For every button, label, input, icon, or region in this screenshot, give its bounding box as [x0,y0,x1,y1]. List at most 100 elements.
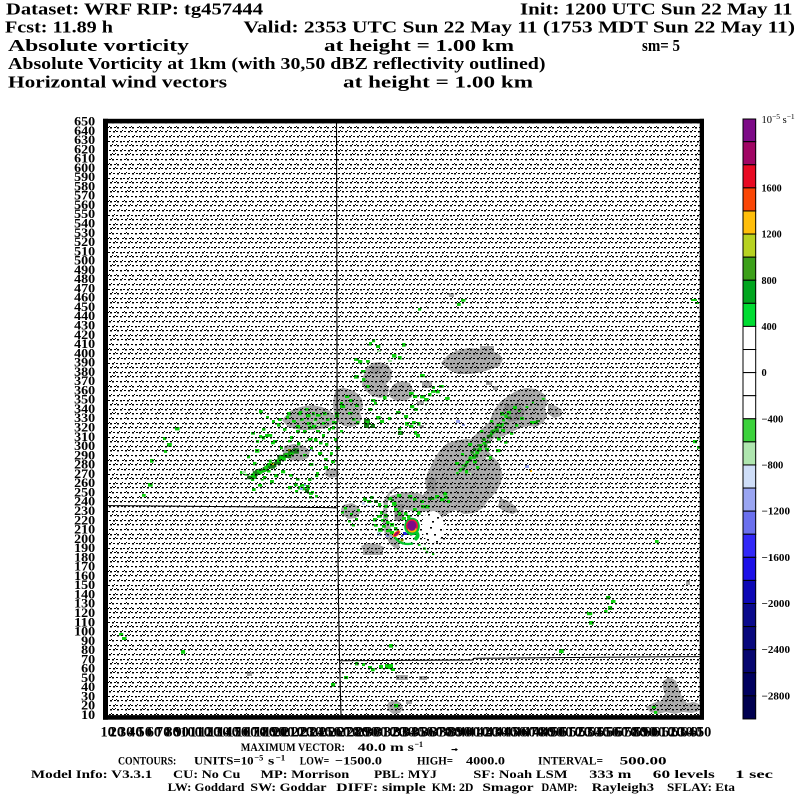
svg-text:460: 460 [514,725,536,741]
svg-text:100: 100 [74,624,95,639]
svg-text:−2400: −2400 [762,645,791,656]
svg-text:490: 490 [74,262,95,277]
svg-text:180: 180 [254,725,276,741]
svg-text:20: 20 [110,725,124,741]
svg-text:0: 0 [762,368,767,379]
svg-text:610: 610 [653,725,675,741]
svg-text:INTERVAL=: INTERVAL= [538,754,603,768]
svg-text:390: 390 [74,355,95,370]
svg-text:130: 130 [208,725,230,741]
svg-text:620: 620 [662,725,684,741]
svg-text:340: 340 [74,401,95,416]
svg-text:590: 590 [74,169,95,184]
svg-text:1 sec: 1 sec [735,767,774,781]
svg-text:630: 630 [74,132,95,147]
svg-text:at height = 1.00 km: at height = 1.00 km [343,72,533,91]
svg-text:KM: 2D: KM: 2D [432,780,474,794]
svg-text:DAMP:: DAMP: [541,780,577,794]
svg-text:LOW=: LOW= [300,754,330,768]
svg-text:330: 330 [393,725,415,741]
svg-text:300: 300 [74,438,95,453]
svg-text:560: 560 [606,725,628,741]
svg-text:160: 160 [236,725,258,741]
svg-text:140: 140 [74,586,95,601]
svg-text:330: 330 [74,410,95,425]
svg-text:PBL: MYJ: PBL: MYJ [374,767,437,781]
svg-text:−800: −800 [762,461,784,472]
svg-text:UNITS=10: UNITS=10 [194,754,254,768]
svg-text:at height = 1.00 km: at height = 1.00 km [324,36,514,55]
svg-text:1200: 1200 [762,230,782,241]
svg-text:220: 220 [291,725,313,741]
svg-text:530: 530 [74,225,95,240]
svg-text:310: 310 [74,429,95,444]
svg-text:−1200: −1200 [762,507,791,518]
svg-text:210: 210 [74,522,95,537]
svg-text:580: 580 [625,725,647,741]
svg-text:200: 200 [74,531,95,546]
svg-text:230: 230 [74,503,95,518]
svg-text:40.0 m s: 40.0 m s [358,740,415,754]
svg-text:50: 50 [81,670,95,685]
svg-text:270: 270 [74,466,95,481]
svg-text:−1600: −1600 [762,553,791,564]
svg-text:490: 490 [542,725,564,741]
svg-text:380: 380 [440,725,462,741]
svg-text:800: 800 [762,276,777,287]
svg-text:150: 150 [227,725,249,741]
svg-text:260: 260 [328,725,350,741]
svg-text:650: 650 [74,114,95,129]
svg-text:480: 480 [532,725,554,741]
svg-text:380: 380 [74,364,95,379]
svg-text:4000.0: 4000.0 [466,754,505,768]
svg-text:190: 190 [74,540,95,555]
svg-text:170: 170 [245,725,267,741]
svg-text:510: 510 [560,725,582,741]
svg-text:Dataset: WRF RIP: tg457444: Dataset: WRF RIP: tg457444 [6,0,264,19]
svg-text:160: 160 [74,568,95,583]
svg-text:470: 470 [523,725,545,741]
svg-text:240: 240 [74,494,95,509]
svg-text:CU: No Cu: CU: No Cu [173,767,241,781]
svg-text:420: 420 [74,327,95,342]
svg-text:Rayleigh3: Rayleigh3 [592,780,654,794]
svg-text:20: 20 [81,698,95,713]
svg-text:450: 450 [74,299,95,314]
svg-text:340: 340 [403,725,425,741]
svg-text:Absolute Vorticity at 1km (wit: Absolute Vorticity at 1km (with 30,50 dB… [8,54,546,73]
svg-text:1600: 1600 [762,184,782,195]
svg-text:420: 420 [477,725,499,741]
svg-text:370: 370 [430,725,452,741]
svg-text:s: s [268,754,275,768]
svg-text:60: 60 [147,725,161,741]
svg-text:130: 130 [74,596,95,611]
svg-text:−1500.0: −1500.0 [335,754,382,768]
svg-text:530: 530 [579,725,601,741]
svg-text:−2000: −2000 [762,599,791,610]
svg-text:−1: −1 [276,753,286,763]
svg-text:70: 70 [81,651,95,666]
svg-text:570: 570 [616,725,638,741]
svg-text:270: 270 [338,725,360,741]
svg-text:Smagor: Smagor [482,780,534,794]
svg-text:10−5 s−1: 10−5 s−1 [762,112,795,126]
svg-text:520: 520 [569,725,591,741]
svg-text:250: 250 [319,725,341,741]
svg-text:210: 210 [282,725,304,741]
svg-text:240: 240 [310,725,332,741]
svg-text:110: 110 [74,614,95,629]
svg-text:600: 600 [644,725,666,741]
svg-text:430: 430 [486,725,508,741]
svg-text:540: 540 [74,216,95,231]
svg-text:120: 120 [74,605,95,620]
svg-text:30: 30 [119,725,133,741]
svg-text:390: 390 [449,725,471,741]
svg-text:440: 440 [74,308,95,323]
svg-text:370: 370 [74,373,95,388]
svg-text:60 levels: 60 levels [653,767,715,781]
svg-text:60: 60 [81,661,95,676]
svg-text:30: 30 [81,689,95,704]
svg-text:400: 400 [762,322,777,333]
svg-text:Init: 1200 UTC Sun 22 May 11: Init: 1200 UTC Sun 22 May 11 [520,0,793,19]
svg-text:640: 640 [681,725,703,741]
